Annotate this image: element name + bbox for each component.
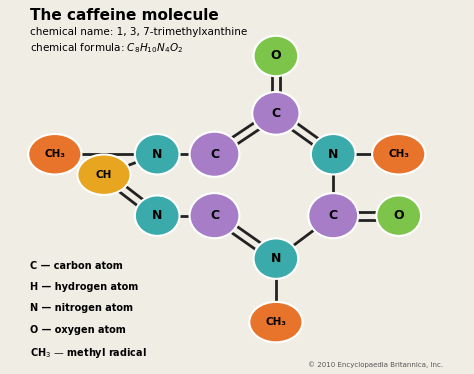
Text: N: N — [328, 148, 338, 161]
Text: The caffeine molecule: The caffeine molecule — [30, 8, 219, 23]
Text: CH₃: CH₃ — [388, 149, 409, 159]
Text: O — oxygen atom: O — oxygen atom — [30, 325, 126, 335]
Text: N: N — [152, 148, 163, 161]
Text: N: N — [271, 252, 281, 265]
Text: CH₃: CH₃ — [45, 149, 65, 159]
Ellipse shape — [311, 134, 356, 175]
Ellipse shape — [190, 193, 239, 238]
Text: O: O — [271, 49, 281, 62]
Text: C: C — [210, 209, 219, 222]
Text: CH$_3$ — methyl radical: CH$_3$ — methyl radical — [30, 346, 147, 360]
Text: O: O — [393, 209, 404, 222]
Text: CH₃: CH₃ — [265, 317, 286, 327]
Text: chemical formula: $C_8H_{10}N_4O_2$: chemical formula: $C_8H_{10}N_4O_2$ — [30, 42, 183, 55]
Text: C: C — [210, 148, 219, 161]
Ellipse shape — [252, 92, 300, 135]
Text: © 2010 Encyclopaedia Britannica, Inc.: © 2010 Encyclopaedia Britannica, Inc. — [309, 361, 444, 368]
Ellipse shape — [254, 238, 298, 279]
Ellipse shape — [135, 196, 180, 236]
Ellipse shape — [28, 134, 82, 175]
Text: chemical name: 1, 3, 7-trimethylxanthine: chemical name: 1, 3, 7-trimethylxanthine — [30, 27, 247, 37]
Text: CH: CH — [96, 170, 112, 180]
Ellipse shape — [249, 302, 302, 342]
Ellipse shape — [77, 154, 130, 195]
Ellipse shape — [254, 36, 298, 76]
Ellipse shape — [135, 134, 180, 175]
Text: C: C — [271, 107, 281, 120]
Text: C: C — [328, 209, 338, 222]
Ellipse shape — [308, 193, 358, 238]
Text: H — hydrogen atom: H — hydrogen atom — [30, 282, 138, 292]
Ellipse shape — [372, 134, 425, 175]
Ellipse shape — [376, 196, 421, 236]
Text: N: N — [152, 209, 163, 222]
Text: C — carbon atom: C — carbon atom — [30, 261, 123, 271]
Text: N — nitrogen atom: N — nitrogen atom — [30, 303, 133, 313]
Ellipse shape — [190, 132, 239, 177]
